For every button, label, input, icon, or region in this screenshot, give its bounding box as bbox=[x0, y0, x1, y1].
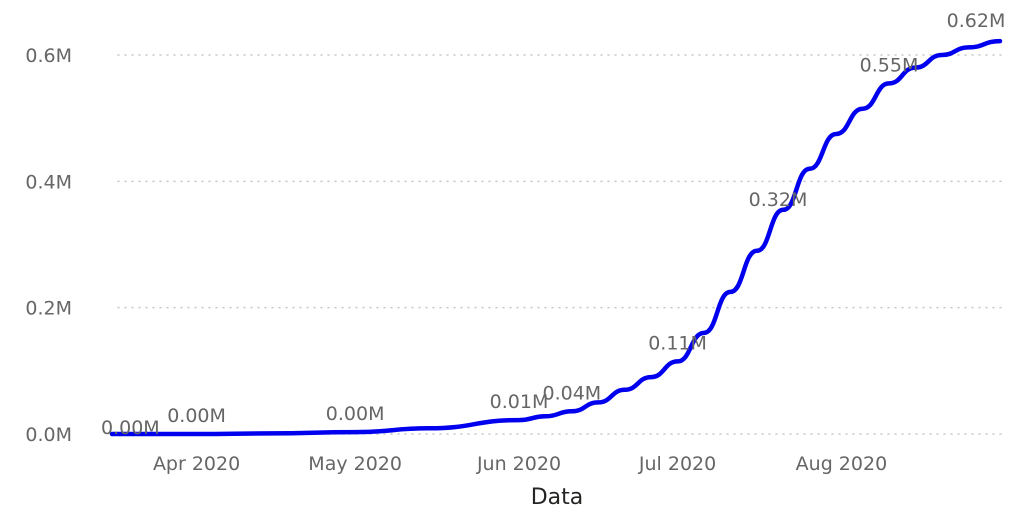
data-label: 0.00M bbox=[326, 403, 385, 425]
y-tick-label: 0.0M bbox=[25, 424, 72, 446]
x-tick-label: Jun 2020 bbox=[476, 453, 561, 475]
data-label: 0.62M bbox=[947, 10, 1006, 32]
data-label: 0.55M bbox=[860, 54, 919, 76]
x-tick-label: Apr 2020 bbox=[153, 453, 240, 475]
y-tick-label: 0.4M bbox=[25, 171, 72, 193]
data-label: 0.04M bbox=[543, 382, 602, 404]
x-tick-label: May 2020 bbox=[308, 453, 402, 475]
data-label: 0.00M bbox=[101, 417, 160, 439]
data-label: 0.00M bbox=[167, 405, 226, 427]
y-tick-label: 0.6M bbox=[25, 45, 72, 67]
x-axis: Apr 2020 May 2020 Jun 2020 Jul 2020 Aug 2020 bbox=[153, 453, 887, 475]
data-label: 0.11M bbox=[648, 332, 707, 354]
data-label: 0.32M bbox=[749, 189, 808, 211]
y-axis: 0.0M 0.2M 0.4M 0.6M bbox=[25, 45, 72, 446]
series-line bbox=[112, 41, 1000, 434]
gridlines bbox=[118, 55, 1005, 434]
series-layer bbox=[112, 41, 1000, 434]
y-tick-label: 0.2M bbox=[25, 298, 72, 320]
x-tick-label: Jul 2020 bbox=[638, 453, 716, 475]
data-label: 0.01M bbox=[490, 391, 549, 413]
x-axis-title: Data bbox=[531, 485, 584, 510]
x-tick-label: Aug 2020 bbox=[796, 453, 888, 475]
